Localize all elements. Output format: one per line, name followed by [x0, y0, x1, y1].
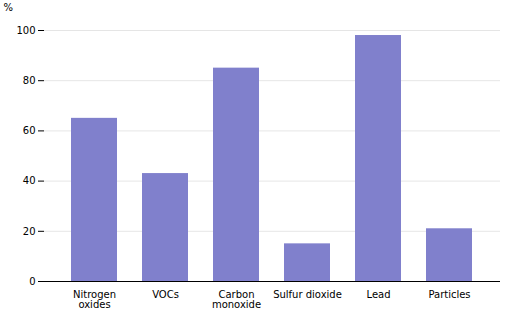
svg-text:Particles: Particles — [428, 289, 470, 300]
svg-text:40: 40 — [23, 175, 36, 186]
svg-text:VOCs: VOCs — [152, 289, 179, 300]
svg-text:60: 60 — [23, 125, 36, 136]
svg-text:80: 80 — [23, 75, 36, 86]
svg-text:0: 0 — [29, 276, 35, 287]
svg-text:Nitrogenoxides: Nitrogenoxides — [73, 289, 116, 310]
svg-text:Carbonmonoxide: Carbonmonoxide — [212, 289, 261, 310]
svg-text:Lead: Lead — [366, 289, 390, 300]
svg-text:100: 100 — [16, 25, 35, 36]
svg-text:%: % — [4, 2, 14, 13]
svg-text:Sulfur dioxide: Sulfur dioxide — [273, 289, 342, 300]
svg-text:20: 20 — [23, 226, 36, 237]
